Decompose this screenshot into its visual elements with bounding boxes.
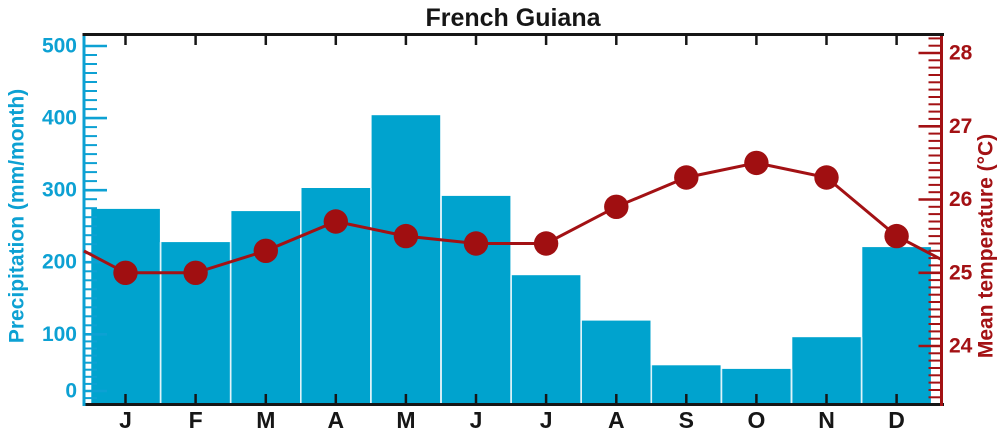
precip-bar-J0: [91, 208, 160, 403]
month-label-A3: A: [327, 407, 344, 433]
temp-point-M2: [253, 238, 278, 263]
temp-point-M4: [393, 223, 419, 249]
axis-ticks-layer: [84, 36, 942, 403]
month-label-A7: A: [608, 407, 625, 433]
right-tick-label: 28: [949, 42, 973, 65]
temperature-points-layer: [113, 150, 909, 285]
temp-point-F1: [183, 260, 208, 285]
left-tick-label: 0: [65, 380, 77, 403]
right-tick-label: 25: [949, 261, 973, 284]
temp-point-J6: [533, 231, 559, 256]
right-tick-label: 24: [949, 335, 973, 358]
month-label-J6: J: [540, 407, 553, 433]
left-tick-label: 500: [42, 35, 77, 58]
month-label-D11: D: [888, 407, 905, 433]
precip-bar-A7: [581, 320, 651, 403]
month-label-J0: J: [119, 407, 132, 433]
precip-bar-J5: [441, 195, 511, 403]
month-label-N10: N: [818, 407, 835, 433]
temp-point-A3: [323, 209, 348, 234]
temp-point-J0: [113, 260, 138, 285]
right-tick-label: 27: [949, 115, 972, 138]
month-label-S8: S: [679, 407, 694, 433]
right-axis-title: Mean temperature (°C): [975, 134, 998, 358]
month-label-F1: F: [189, 407, 203, 433]
left-tick-label: 200: [42, 251, 77, 274]
temp-point-J5: [463, 231, 489, 256]
temp-point-N10: [814, 165, 839, 190]
left-axis-title: Precipitation (mm/month): [6, 89, 29, 343]
temp-point-D11: [884, 223, 909, 249]
precip-bar-J6: [511, 275, 581, 403]
left-tick-label: 400: [42, 107, 77, 130]
left-tick-label: 300: [42, 179, 77, 202]
temp-point-A7: [604, 194, 629, 219]
precip-bar-M4: [371, 115, 441, 403]
axis-tick-labels-layer: 0 100 200 300 400 500 24 25 26 27 28 J F M A M J J A S O N D: [42, 35, 973, 434]
month-label-O9: O: [747, 407, 765, 433]
month-label-M4: M: [396, 407, 415, 433]
precip-bar-N10: [792, 337, 861, 403]
chart-title: French Guiana: [425, 4, 601, 32]
temp-point-S8: [674, 165, 699, 190]
temp-point-O9: [744, 150, 769, 176]
precip-bar-D11: [862, 247, 931, 403]
precipitation-bars-layer: [91, 115, 931, 403]
left-tick-label: 100: [42, 323, 77, 346]
month-label-M2: M: [256, 407, 275, 433]
month-label-J5: J: [470, 407, 483, 433]
right-tick-label: 26: [949, 188, 972, 211]
